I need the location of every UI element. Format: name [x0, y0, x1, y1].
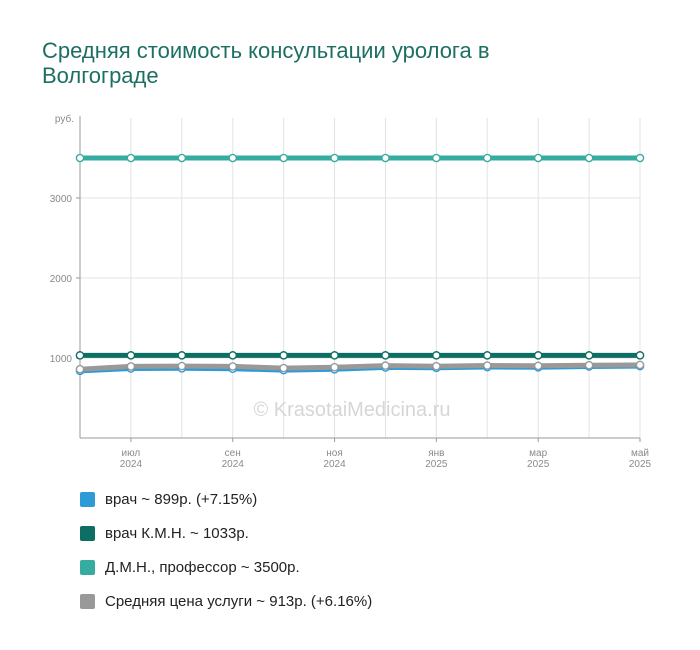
- series-group: [75, 153, 645, 376]
- x-tick-year: 2025: [629, 459, 652, 470]
- legend-swatch: [80, 491, 95, 507]
- axes: [76, 116, 641, 442]
- x-tick-month: мар: [529, 448, 547, 459]
- data-point-3-10: [584, 153, 594, 163]
- legend-label: врач ~ 899р. (+7.15%): [105, 490, 258, 508]
- data-point-2-0: [75, 351, 85, 360]
- data-point-3-8: [482, 153, 492, 163]
- data-point-3-3: [228, 153, 238, 163]
- x-tick-year: 2024: [323, 459, 346, 470]
- x-tick-year: 2025: [425, 459, 448, 470]
- y-unit-label: руб.: [55, 113, 74, 125]
- legend-swatch: [80, 525, 95, 541]
- data-point-3-11: [635, 153, 645, 163]
- tick-labels: 100020003000руб.июл2024сен2024ноя2024янв…: [50, 113, 652, 470]
- legend-swatch: [80, 559, 95, 575]
- series-line-1: [77, 362, 643, 372]
- x-tick-month: сен: [225, 448, 241, 459]
- y-tick-label: 2000: [50, 274, 73, 285]
- data-point-1-7: [432, 361, 441, 371]
- data-point-1-9: [533, 361, 543, 371]
- data-point-2-4: [279, 351, 288, 360]
- data-point-3-7: [432, 153, 441, 163]
- data-point-3-2: [177, 153, 187, 163]
- data-point-2-1: [126, 351, 136, 360]
- legend: врач ~ 899р. (+7.15%) врач К.М.Н. ~ 1033…: [80, 482, 372, 618]
- data-point-1-11: [635, 360, 645, 370]
- data-point-2-9: [533, 351, 543, 360]
- x-tick-year: 2024: [222, 459, 245, 470]
- data-point-3-4: [279, 153, 288, 163]
- legend-item-3[interactable]: Средняя цена услуги ~ 913р. (+6.16%): [80, 584, 372, 618]
- data-point-1-3: [228, 362, 238, 371]
- data-point-1-1: [126, 362, 136, 371]
- data-point-2-10: [584, 351, 594, 360]
- legend-label: врач К.М.Н. ~ 1033р.: [105, 524, 249, 542]
- data-point-3-0: [75, 153, 85, 163]
- x-tick-month: ноя: [326, 448, 343, 459]
- data-point-1-2: [177, 361, 187, 371]
- legend-item-2[interactable]: Д.М.Н., профессор ~ 3500р.: [80, 550, 372, 584]
- line-chart: 100020003000руб.июл2024сен2024ноя2024янв…: [50, 113, 652, 470]
- data-point-1-4: [279, 363, 288, 373]
- legend-label: Средняя цена услуги ~ 913р. (+6.16%): [105, 592, 373, 610]
- data-point-1-8: [482, 361, 492, 370]
- data-point-1-0: [75, 364, 85, 374]
- y-tick-label: 1000: [50, 354, 73, 365]
- legend-item-1[interactable]: врач К.М.Н. ~ 1033р.: [80, 516, 372, 550]
- data-point-2-7: [432, 351, 441, 360]
- data-point-1-5: [330, 362, 339, 372]
- x-tick-year: 2024: [120, 459, 143, 470]
- legend-item-0[interactable]: врач ~ 899р. (+7.15%): [80, 482, 372, 516]
- data-point-2-5: [330, 351, 339, 360]
- data-point-2-8: [482, 351, 492, 360]
- y-tick-label: 3000: [50, 194, 73, 205]
- watermark: © KrasotaiMedicina.ru: [253, 399, 450, 421]
- legend-swatch: [80, 593, 95, 609]
- data-point-1-10: [584, 360, 594, 370]
- x-tick-month: июл: [122, 448, 141, 459]
- x-tick-year: 2025: [527, 459, 550, 470]
- data-point-2-2: [177, 351, 187, 360]
- x-tick-month: май: [631, 448, 649, 459]
- data-point-1-6: [381, 361, 390, 370]
- data-point-3-5: [330, 153, 339, 163]
- data-point-3-1: [126, 153, 136, 163]
- legend-label: Д.М.Н., профессор ~ 3500р.: [105, 558, 300, 576]
- grid-lines: [80, 118, 641, 438]
- data-point-3-6: [381, 153, 390, 163]
- x-tick-month: янв: [428, 448, 444, 459]
- data-point-2-11: [635, 351, 645, 360]
- data-point-2-3: [228, 351, 238, 360]
- chart-title: Средняя стоимость консультации уролога в…: [42, 38, 490, 88]
- data-point-3-9: [533, 153, 543, 163]
- data-point-2-6: [381, 351, 390, 360]
